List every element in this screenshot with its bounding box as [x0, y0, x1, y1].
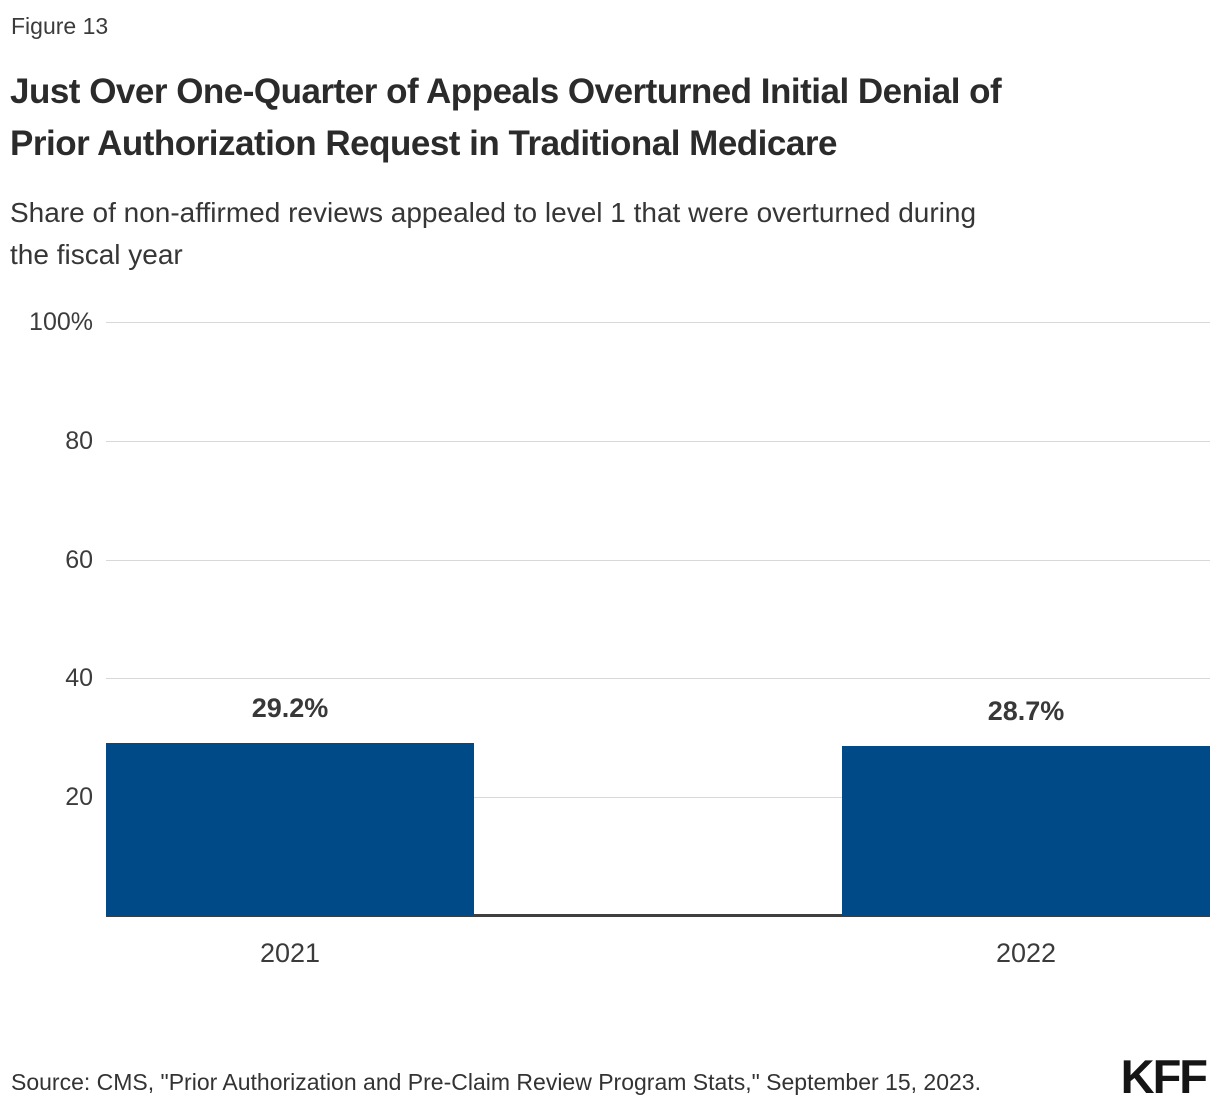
bar-value-label: 29.2%: [251, 692, 329, 723]
x-axis-line: [106, 914, 1210, 917]
chart-title-line-2: Prior Authorization Request in Tradition…: [10, 124, 837, 163]
gridline: [106, 797, 1210, 799]
y-tick-label: 40: [65, 664, 93, 693]
y-tick-label: 20: [65, 783, 93, 812]
gridline: [106, 559, 1210, 561]
figure-label: Figure 13: [11, 13, 109, 39]
gridline: [106, 322, 1210, 323]
chart-subtitle: Share of non-affirmed reviews appealed t…: [10, 192, 976, 276]
x-tick-label: 2022: [995, 938, 1057, 968]
chart-title: Just Over One-Quarter of Appeals Overtur…: [10, 66, 1002, 170]
x-tick-label: 2021: [259, 938, 321, 968]
chart-subtitle-line-2: the fiscal year: [10, 239, 183, 270]
gridline: [106, 440, 1210, 442]
plot-area: 29.2% 2021 28.7% 2022: [106, 322, 1210, 968]
y-axis: 20 40 60 80 100%: [0, 309, 93, 916]
y-tick-label: 60: [65, 545, 93, 574]
y-tick-label: 80: [65, 426, 93, 455]
chart-title-line-1: Just Over One-Quarter of Appeals Overtur…: [10, 72, 1002, 111]
gridline: [106, 678, 1210, 680]
source-text: Source: CMS, "Prior Authorization and Pr…: [11, 1069, 981, 1095]
y-tick-label: 100%: [29, 308, 93, 336]
bar-2021: [106, 742, 474, 916]
bar-2022: [842, 745, 1210, 916]
chart-subtitle-line-1: Share of non-affirmed reviews appealed t…: [10, 197, 977, 228]
bar-value-label: 28.7%: [987, 695, 1065, 726]
kff-logo: KFF: [1120, 1050, 1208, 1103]
